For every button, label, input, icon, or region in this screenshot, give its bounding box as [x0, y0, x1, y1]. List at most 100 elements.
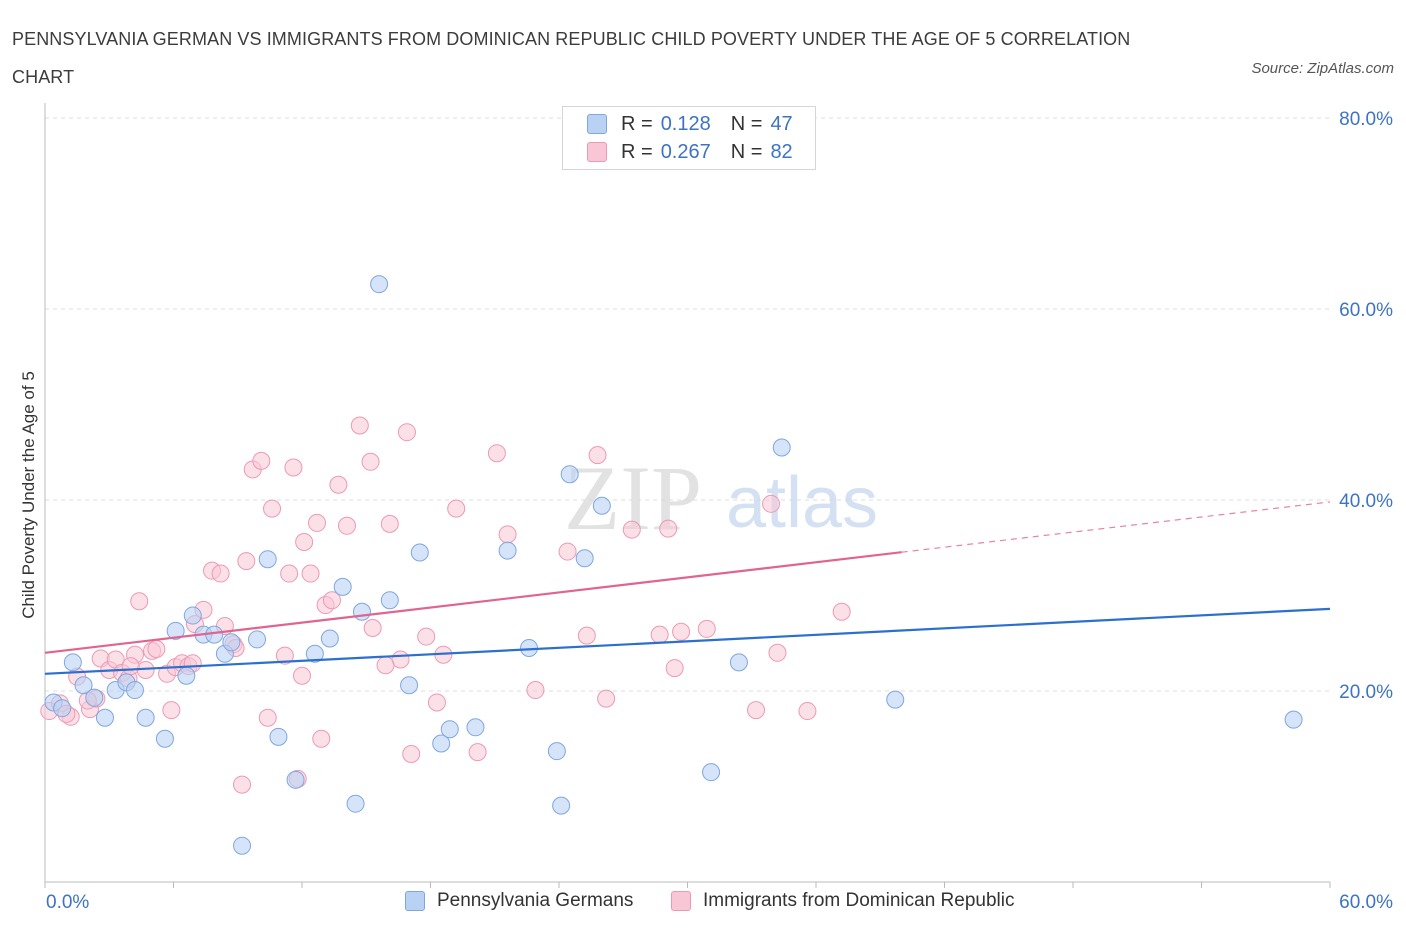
data-point-pa-german [498, 541, 517, 560]
data-point-dominican [417, 627, 436, 646]
data-point-dominican [597, 689, 616, 708]
data-point-pa-german [53, 699, 72, 718]
data-point-pa-german [432, 734, 451, 753]
y-axis-label: Child Poverty Under the Age of 5 [19, 371, 38, 619]
data-point-pa-german [183, 606, 202, 625]
trend-lines [44, 501, 1331, 675]
x-tick-label: 60.0% [1339, 892, 1393, 913]
data-point-pa-german [346, 794, 365, 813]
data-point-pa-german [85, 688, 104, 707]
data-point-pa-german [466, 718, 485, 737]
y-tick-label: 60.0% [1339, 300, 1393, 321]
data-point-dominican [487, 444, 506, 463]
data-point-dominican [397, 423, 416, 442]
data-point-dominican [665, 659, 684, 678]
data-point-dominican [427, 693, 446, 712]
data-point-pa-german [269, 727, 288, 746]
data-point-dominican [832, 602, 851, 621]
data-point-dominican [659, 519, 678, 538]
data-point-pa-german [177, 666, 196, 685]
data-point-pa-german [592, 496, 611, 515]
legend-label: Immigrants from Dominican Republic [703, 890, 1015, 911]
data-point-dominican [361, 452, 380, 471]
data-point-dominican [312, 729, 331, 748]
data-point-dominican [588, 446, 607, 465]
data-point-dominican [380, 514, 399, 533]
trend-line-pa-german [44, 607, 1331, 675]
data-point-dominican [280, 564, 299, 583]
data-point-dominican [162, 701, 181, 720]
r-value: 0.267 [660, 140, 711, 163]
data-point-dominican [768, 643, 787, 662]
data-point-dominican [252, 451, 271, 470]
data-point-dominican [577, 626, 596, 645]
y-tick-label: 20.0% [1339, 682, 1393, 703]
data-point-dominican [329, 475, 348, 494]
data-point-dominican [237, 552, 256, 571]
data-point-pa-german [248, 630, 267, 649]
grid-lines [45, 117, 1330, 692]
trend-line-dominican-extension [901, 501, 1331, 553]
legend-series: Pennsylvania Germans Immigrants from Dom… [0, 888, 1406, 918]
data-point-pa-german [410, 543, 429, 562]
data-point-dominican [447, 499, 466, 518]
data-point-dominican [498, 525, 517, 544]
r-label: R = [621, 140, 653, 163]
data-point-dominican [363, 618, 382, 637]
data-point-dominican [350, 416, 369, 435]
data-point-pa-german [63, 653, 82, 672]
legend-swatch-pink [587, 142, 607, 162]
data-point-dominican [526, 681, 545, 700]
data-point-dominican [307, 513, 326, 532]
watermark-atlas: atlas [726, 463, 878, 543]
data-point-pa-german [370, 275, 389, 294]
legend-label: Pennsylvania Germans [437, 890, 634, 911]
legend-swatch-blue [587, 114, 607, 134]
data-point-pa-german [166, 621, 185, 640]
n-label: N = [730, 140, 763, 163]
n-label: N = [730, 112, 763, 135]
data-point-pa-german [333, 577, 352, 596]
data-point-pa-german [222, 633, 241, 652]
data-point-dominican [391, 650, 410, 669]
y-tick-label: 40.0% [1339, 491, 1393, 512]
data-point-dominican [650, 625, 669, 644]
r-value: 0.128 [660, 112, 711, 135]
data-point-dominican [322, 591, 341, 610]
data-point-dominican [697, 619, 716, 638]
data-point-dominican [293, 666, 311, 685]
data-point-pa-german [305, 644, 324, 663]
data-point-pa-german [702, 763, 721, 782]
data-point-dominican [263, 499, 282, 518]
legend-stats-row-blue: R = 0.128 N = 47 [587, 110, 793, 138]
x-tick-label: 0.0% [46, 892, 89, 913]
data-point-pa-german [380, 591, 399, 610]
data-point-pa-german [440, 720, 459, 739]
axes [44, 103, 1331, 888]
legend-stats-row-pink: R = 0.267 N = 82 [587, 138, 793, 166]
data-point-dominican [672, 622, 691, 641]
data-point-dominican [337, 516, 356, 535]
data-point-pa-german [286, 770, 305, 789]
data-point-dominican [121, 657, 140, 676]
legend-item-pa-german: Pennsylvania Germans [405, 890, 633, 912]
data-point-dominican [622, 520, 641, 539]
data-point-pa-german [772, 438, 791, 457]
data-point-dominican [468, 743, 487, 762]
data-point-pa-german [575, 549, 594, 568]
r-label: R = [621, 112, 653, 135]
data-point-dominican [747, 701, 766, 720]
series-pa-german-points [44, 275, 1303, 855]
data-point-pa-german [552, 796, 571, 815]
data-point-pa-german [320, 629, 339, 648]
data-point-pa-german [352, 602, 371, 621]
data-point-pa-german [136, 708, 155, 727]
data-point-dominican [284, 458, 303, 477]
data-point-dominican [301, 564, 320, 583]
data-point-dominican [762, 494, 781, 513]
source-label: Source: ZipAtlas.com [1251, 60, 1394, 77]
data-point-dominican [258, 708, 277, 727]
data-point-pa-german [125, 681, 144, 700]
trend-line-dominican [44, 551, 902, 654]
data-point-dominican [211, 564, 230, 583]
